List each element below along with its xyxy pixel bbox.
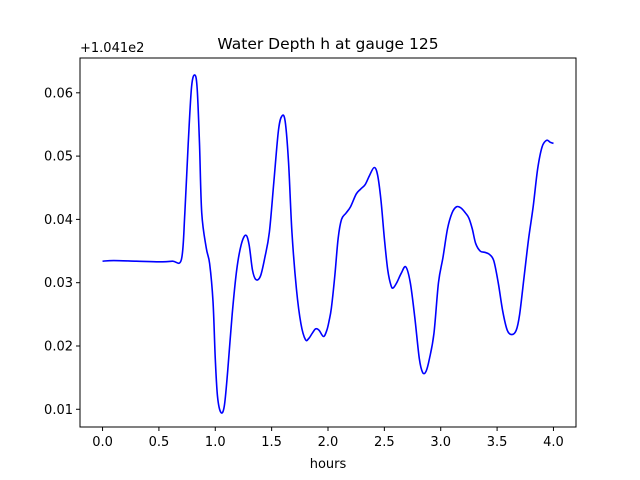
x-axis-ticks: 0.0 0.5 1.0 1.5 2.0 2.5 3.0 3.5 4.0	[92, 427, 564, 450]
y-axis-offset-label: +1.041e2	[80, 41, 144, 56]
x-axis-label: hours	[310, 457, 347, 472]
y-tick-label: 0.01	[44, 403, 73, 418]
x-tick-label: 3.0	[430, 435, 451, 450]
y-tick-label: 0.02	[44, 339, 73, 354]
x-tick-label: 2.0	[318, 435, 339, 450]
series-layer	[102, 74, 554, 414]
x-tick-label: 4.0	[543, 435, 564, 450]
y-axis-ticks: 0.01 0.02 0.03 0.04 0.05 0.06	[44, 86, 80, 418]
y-tick-label: 0.03	[44, 276, 73, 291]
x-tick-label: 0.0	[92, 435, 113, 450]
y-tick-label: 0.06	[44, 86, 73, 101]
series-line	[102, 74, 554, 414]
x-tick-label: 2.5	[374, 435, 395, 450]
x-tick-label: 0.5	[149, 435, 170, 450]
x-tick-label: 1.5	[261, 435, 282, 450]
chart-title: Water Depth h at gauge 125	[217, 35, 438, 53]
plot-area	[80, 58, 576, 427]
x-tick-label: 3.5	[487, 435, 508, 450]
y-tick-label: 0.05	[44, 150, 73, 165]
y-tick-label: 0.04	[44, 213, 73, 228]
x-tick-label: 1.0	[205, 435, 226, 450]
